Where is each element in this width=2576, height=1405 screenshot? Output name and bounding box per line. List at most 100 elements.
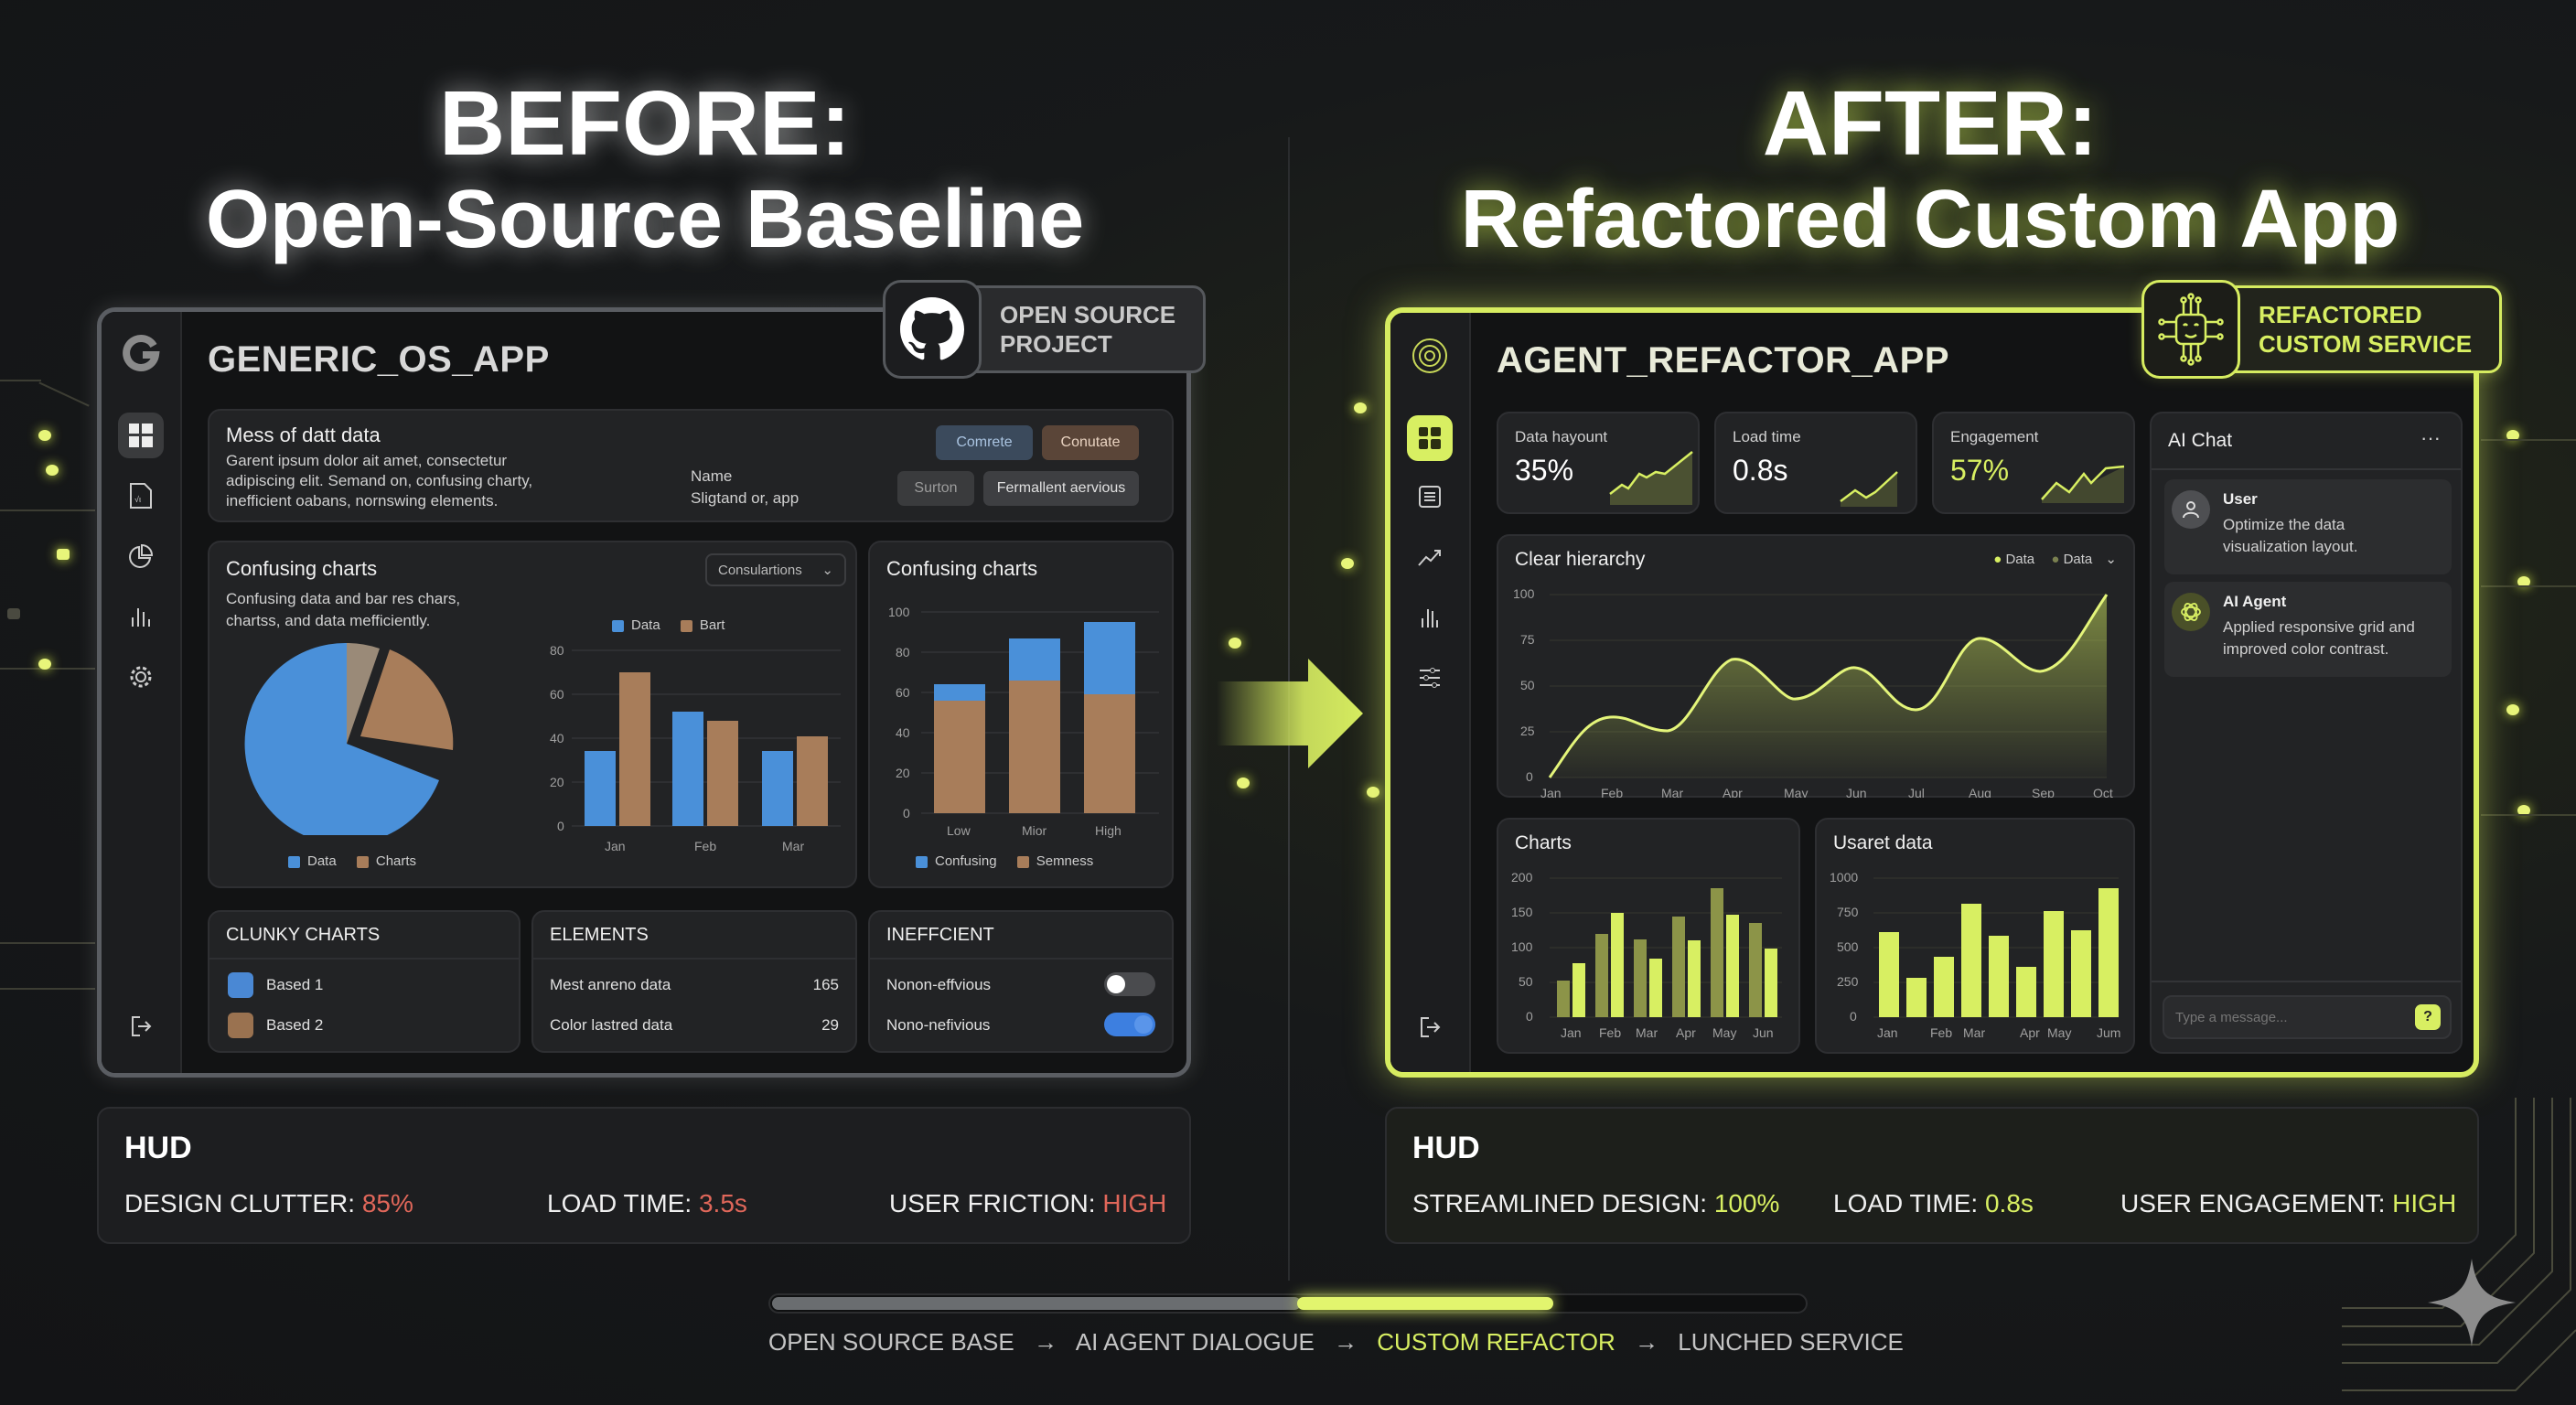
svg-text:20: 20 bbox=[896, 766, 910, 780]
chevron-down-icon: ⌄ bbox=[2105, 552, 2117, 567]
logout-button[interactable] bbox=[118, 1003, 164, 1049]
sidebar-item-list[interactable] bbox=[1407, 474, 1453, 520]
svg-text:80: 80 bbox=[896, 645, 910, 660]
arrow-right-icon: → bbox=[1635, 1328, 1659, 1356]
badge-line: CUSTOM SERVICE bbox=[2259, 330, 2473, 358]
kpi-value: 57% bbox=[1950, 454, 2010, 487]
hud-metric-user-friction: USER FRICTION: HIGH bbox=[889, 1189, 1167, 1217]
sidebar-item-analytics[interactable] bbox=[118, 594, 164, 639]
hud-metric-streamlined-design: STREAMLINED DESIGN: 100% bbox=[1412, 1189, 1780, 1217]
legend-label: Data bbox=[307, 853, 337, 869]
kpi-value: 0.8s bbox=[1733, 454, 1788, 487]
circuit-trace bbox=[0, 942, 95, 944]
pie-legend: Data Charts bbox=[288, 853, 416, 869]
circuit-node bbox=[1237, 778, 1250, 788]
metric-value: HIGH bbox=[1102, 1189, 1167, 1217]
message-text: improved color contrast. bbox=[2223, 640, 2389, 658]
list-item[interactable]: Based 1 bbox=[266, 976, 324, 993]
more-options-icon[interactable]: ··· bbox=[2420, 426, 2441, 449]
app-logo-g-icon bbox=[118, 330, 164, 376]
toggle-off[interactable] bbox=[1104, 972, 1155, 996]
table-row-value: 165 bbox=[812, 976, 839, 993]
sidebar-item-settings[interactable] bbox=[118, 654, 164, 700]
circuit-node bbox=[7, 608, 20, 619]
badge-line: REFACTORED bbox=[2259, 301, 2422, 328]
circuit-trace bbox=[38, 381, 90, 407]
metric-value: HIGH bbox=[2392, 1189, 2457, 1217]
circuit-node bbox=[1367, 787, 1379, 798]
kpi-label: Load time bbox=[1733, 428, 1801, 445]
step-open-source-base: OPEN SOURCE BASE bbox=[768, 1328, 1014, 1356]
sidebar-item-analytics[interactable] bbox=[1407, 595, 1453, 640]
conutate-button[interactable]: Conutate bbox=[1042, 425, 1139, 460]
svg-text:√ι: √ι bbox=[134, 495, 141, 504]
trend-icon bbox=[1418, 550, 1441, 566]
kpi-sparkline bbox=[1609, 451, 1693, 505]
svg-text:Apr: Apr bbox=[1723, 786, 1743, 798]
svg-text:200: 200 bbox=[1511, 870, 1533, 885]
pie-chart bbox=[244, 642, 454, 835]
send-button[interactable]: ? bbox=[2415, 1004, 2441, 1030]
toggle-label: Nonon-effvious bbox=[886, 976, 992, 993]
message-input[interactable] bbox=[2175, 1006, 2395, 1028]
chat-message-agent: AI Agent Applied responsive grid and imp… bbox=[2164, 582, 2452, 677]
comrete-button[interactable]: Comrete bbox=[936, 425, 1033, 460]
area-line-chart: 100 75 50 25 0 Jan Feb Mar Apr May Jun Jul Aug Sep Oc… bbox=[1513, 586, 2113, 798]
header-card: Mess of datt data Garent ipsum dolor ait… bbox=[208, 409, 1174, 522]
pie-chart-icon bbox=[129, 543, 154, 568]
bar-chart-icon bbox=[1422, 609, 1438, 627]
open-source-badge: OPEN SOURCE PROJECT bbox=[883, 280, 1207, 379]
ai-chat-panel: AI Chat ··· User Optimize the data visua… bbox=[2150, 412, 2463, 1054]
metric-value: 85% bbox=[361, 1189, 413, 1217]
sidebar-item-reports[interactable] bbox=[118, 533, 164, 579]
clunky-charts-card: CLUNKY CHARTS Based 1 Based 2 bbox=[208, 910, 521, 1053]
svg-text:Sep: Sep bbox=[2032, 786, 2055, 798]
svg-text:May: May bbox=[1784, 786, 1808, 798]
fermallent-button[interactable]: Fermallent aervious bbox=[983, 471, 1139, 506]
sidebar-item-trends[interactable] bbox=[1407, 534, 1453, 580]
svg-text:100: 100 bbox=[888, 605, 910, 619]
svg-text:Low: Low bbox=[947, 823, 971, 838]
metric-value: 100% bbox=[1713, 1189, 1780, 1217]
file-code-icon: √ι bbox=[130, 483, 152, 509]
chat-input[interactable]: ? bbox=[2163, 995, 2452, 1039]
logout-icon bbox=[132, 1016, 152, 1036]
sidebar-item-files[interactable]: √ι bbox=[118, 473, 164, 519]
message-sender: AI Agent bbox=[2223, 593, 2287, 610]
brown-db-icon bbox=[228, 1013, 253, 1038]
sidebar-item-dashboard[interactable] bbox=[118, 413, 164, 458]
hud-metric-user-engagement: USER ENGAGEMENT: HIGH bbox=[2120, 1189, 2457, 1217]
sliders-icon bbox=[1420, 668, 1440, 688]
toggle-on[interactable] bbox=[1104, 1013, 1155, 1036]
kpi-sparkline bbox=[2041, 465, 2125, 503]
surton-button[interactable]: Surton bbox=[897, 471, 974, 506]
svg-text:50: 50 bbox=[1520, 678, 1535, 692]
svg-text:Feb: Feb bbox=[1930, 1025, 1952, 1040]
sidebar-item-dashboard[interactable] bbox=[1407, 415, 1453, 461]
list-item[interactable]: Based 2 bbox=[266, 1016, 324, 1034]
hud-title: HUD bbox=[1412, 1131, 1480, 1165]
message-sender: User bbox=[2223, 490, 2258, 508]
sidebar-item-filters[interactable] bbox=[1407, 655, 1453, 701]
svg-text:High: High bbox=[1095, 823, 1122, 838]
svg-text:Mar: Mar bbox=[1636, 1025, 1658, 1040]
svg-text:250: 250 bbox=[1837, 974, 1859, 989]
svg-text:1000: 1000 bbox=[1830, 870, 1858, 885]
svg-text:May: May bbox=[1712, 1025, 1736, 1040]
before-sidebar: √ι bbox=[102, 312, 182, 1073]
message-text: Applied responsive grid and bbox=[2223, 618, 2415, 636]
card-description-line: adipiscing elit. Semand on, confusing ch… bbox=[226, 472, 533, 489]
svg-text:Jan: Jan bbox=[1561, 1025, 1582, 1040]
line-legend[interactable]: ● Data ● Data ⌄ bbox=[1993, 552, 2117, 567]
consultations-dropdown[interactable]: Consulartions ⌄ bbox=[705, 553, 846, 586]
card-description-line: chartss, and data mefficiently. bbox=[226, 612, 431, 629]
bar-chart: 1000 750 500 250 0 Jan Feb Mar Apr May Jum bbox=[1830, 870, 2120, 1040]
app-title: AGENT_REFACTOR_APP bbox=[1497, 340, 1950, 381]
logout-button[interactable] bbox=[1407, 1004, 1453, 1050]
card-title: Confusing charts bbox=[226, 557, 378, 580]
svg-text:Jun: Jun bbox=[1753, 1025, 1774, 1040]
card-title: Charts bbox=[1515, 832, 1572, 853]
card-title: Mess of datt data bbox=[226, 424, 381, 446]
svg-text:75: 75 bbox=[1520, 632, 1535, 647]
